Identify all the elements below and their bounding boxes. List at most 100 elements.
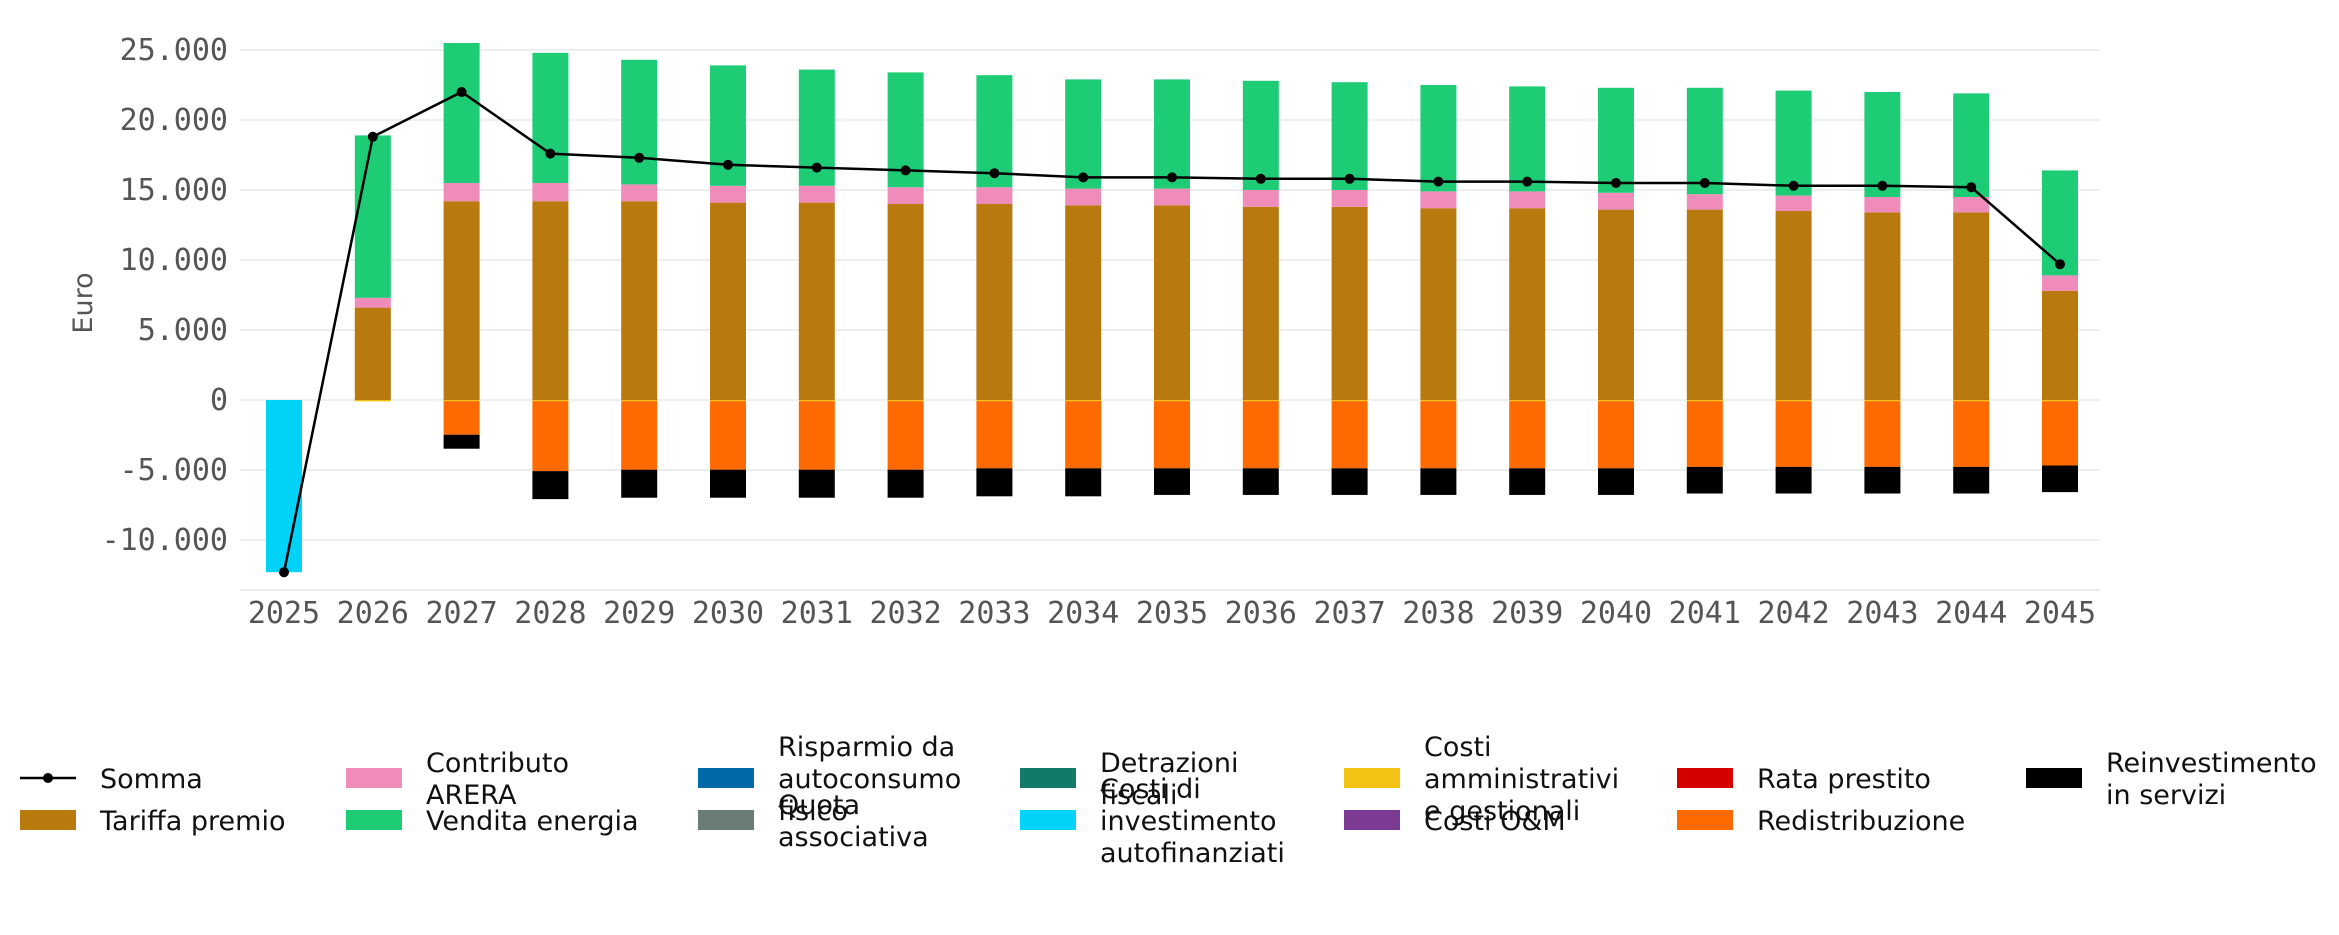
bar-reinvestimento-in-servizi-2044 — [1953, 466, 1990, 494]
x-tick-label: 2027 — [425, 596, 497, 631]
legend-swatch — [698, 810, 754, 830]
legend-label: Costi O&M — [1424, 806, 1566, 837]
bar-tariffa-premio-2035 — [1154, 205, 1190, 400]
bar-reinvestimento-in-servizi-2034 — [1065, 468, 1102, 497]
legend-label: fiscali — [1100, 780, 1177, 811]
legend-swatch-marker — [43, 773, 53, 783]
bar-reinvestimento-in-servizi-2041 — [1686, 466, 1723, 494]
bar-tariffa-premio-2039 — [1509, 208, 1546, 400]
legend-swatch — [1677, 768, 1733, 788]
legend-label: Tariffa premio — [99, 806, 285, 837]
legend-swatch — [1344, 768, 1400, 788]
bar-tariffa-premio-2038 — [1420, 208, 1457, 400]
legend-item-rata-prestito: Rata prestito — [1677, 764, 1931, 795]
bar-tariffa-premio-2040 — [1598, 209, 1634, 400]
bars — [266, 43, 2078, 573]
legend-item-somma: Somma — [20, 764, 203, 795]
x-tick-label: 2031 — [781, 596, 853, 631]
bar-vendita-energia-2042 — [1775, 90, 1812, 196]
y-tick-label: -5.000 — [120, 453, 228, 488]
bar-costi-amministrativi-e-gestionali-2028 — [532, 400, 569, 402]
bar-costi-amministrativi-e-gestionali-2030 — [710, 400, 746, 402]
bar-vendita-energia-2035 — [1154, 79, 1190, 189]
bar-reinvestimento-in-servizi-2032 — [887, 469, 924, 498]
legend-swatch — [1344, 810, 1400, 830]
x-tick-label: 2035 — [1136, 596, 1208, 631]
bar-contributo-arera-2041 — [1686, 194, 1723, 210]
bar-costi-amministrativi-e-gestionali-2039 — [1509, 400, 1546, 402]
bar-contributo-arera-2036 — [1242, 190, 1279, 207]
sum-point-2042 — [1788, 180, 1799, 191]
sum-point-2036 — [1255, 173, 1266, 184]
sum-point-2033 — [989, 168, 1000, 179]
x-tick-label: 2025 — [248, 596, 320, 631]
bar-contributo-arera-2030 — [710, 185, 746, 203]
bar-reinvestimento-in-servizi-2027 — [443, 434, 480, 449]
legend-label: Vendita energia — [426, 806, 639, 837]
bar-redistribuzione-2036 — [1242, 401, 1279, 469]
bar-reinvestimento-in-servizi-2028 — [532, 471, 569, 500]
legend-label: Detrazioni — [1100, 748, 1238, 779]
bar-reinvestimento-in-servizi-2035 — [1154, 468, 1190, 495]
sum-point-2025 — [279, 567, 289, 578]
bar-reinvestimento-in-servizi-2033 — [976, 468, 1013, 497]
x-tick-label: 2037 — [1313, 596, 1385, 631]
bar-redistribuzione-2043 — [1864, 401, 1901, 467]
x-tick-label: 2043 — [1846, 596, 1918, 631]
x-tick-label: 2040 — [1580, 596, 1652, 631]
sum-point-2030 — [723, 159, 733, 170]
bar-tariffa-premio-2027 — [443, 201, 480, 400]
bar-reinvestimento-in-servizi-2030 — [710, 469, 746, 498]
sum-point-2032 — [900, 165, 911, 176]
sum-point-2043 — [1877, 180, 1888, 191]
bar-contributo-arera-2026 — [354, 297, 391, 308]
bar-costi-amministrativi-e-gestionali-2033 — [976, 400, 1013, 402]
bar-costi-amministrativi-e-gestionali-2027 — [443, 400, 480, 402]
bar-costi-amministrativi-e-gestionali-2043 — [1864, 400, 1901, 402]
legend-label: Risparmio da — [778, 732, 955, 763]
bar-redistribuzione-2037 — [1331, 401, 1368, 469]
x-tick-label: 2038 — [1402, 596, 1474, 631]
legend-label: autofinanziati — [1100, 838, 1285, 869]
bar-costi-amministrativi-e-gestionali-2041 — [1686, 400, 1723, 402]
legend-label: Costi — [1424, 732, 1492, 763]
bar-contributo-arera-2039 — [1509, 191, 1546, 209]
legend-label: ARERA — [426, 780, 517, 811]
bar-costi-amministrativi-e-gestionali-2036 — [1242, 400, 1279, 402]
bar-tariffa-premio-2032 — [887, 204, 924, 400]
legend-label: in servizi — [2106, 780, 2226, 811]
bar-reinvestimento-in-servizi-2045 — [2042, 465, 2078, 493]
legend-label: Costi di — [1100, 774, 1201, 805]
legend-item-costi-oandm: Costi O&M — [1344, 806, 1566, 837]
x-tick-label: 2036 — [1225, 596, 1297, 631]
sum-point-2028 — [545, 148, 556, 159]
bar-costi-amministrativi-e-gestionali-2032 — [887, 400, 924, 402]
bar-redistribuzione-2033 — [976, 401, 1013, 469]
legend-label: Reinvestimento — [2106, 748, 2317, 779]
legend-swatch — [346, 810, 402, 830]
bar-redistribuzione-2034 — [1065, 401, 1102, 469]
x-tick-label: 2032 — [869, 596, 941, 631]
sum-point-2035 — [1167, 172, 1177, 183]
bar-contributo-arera-2032 — [887, 187, 924, 204]
legend-label: Redistribuzione — [1757, 806, 1965, 837]
bar-contributo-arera-2034 — [1065, 188, 1102, 206]
bar-reinvestimento-in-servizi-2042 — [1775, 466, 1812, 494]
y-tick-label: -10.000 — [102, 523, 228, 558]
x-tick-label: 2030 — [692, 596, 764, 631]
legend-swatch — [2026, 768, 2082, 788]
y-tick-label: 5.000 — [138, 313, 228, 348]
x-tick-label: 2029 — [603, 596, 675, 631]
bar-costi-amministrativi-e-gestionali-2040 — [1598, 400, 1634, 402]
legend-label: Quota — [778, 790, 860, 821]
bar-redistribuzione-2039 — [1509, 401, 1546, 469]
bar-tariffa-premio-2033 — [976, 204, 1013, 400]
x-tick-label: 2042 — [1757, 596, 1829, 631]
bar-vendita-energia-2028 — [532, 52, 569, 183]
sum-point-2044 — [1966, 182, 1977, 193]
bar-contributo-arera-2045 — [2042, 275, 2078, 291]
bar-tariffa-premio-2045 — [2042, 290, 2078, 400]
